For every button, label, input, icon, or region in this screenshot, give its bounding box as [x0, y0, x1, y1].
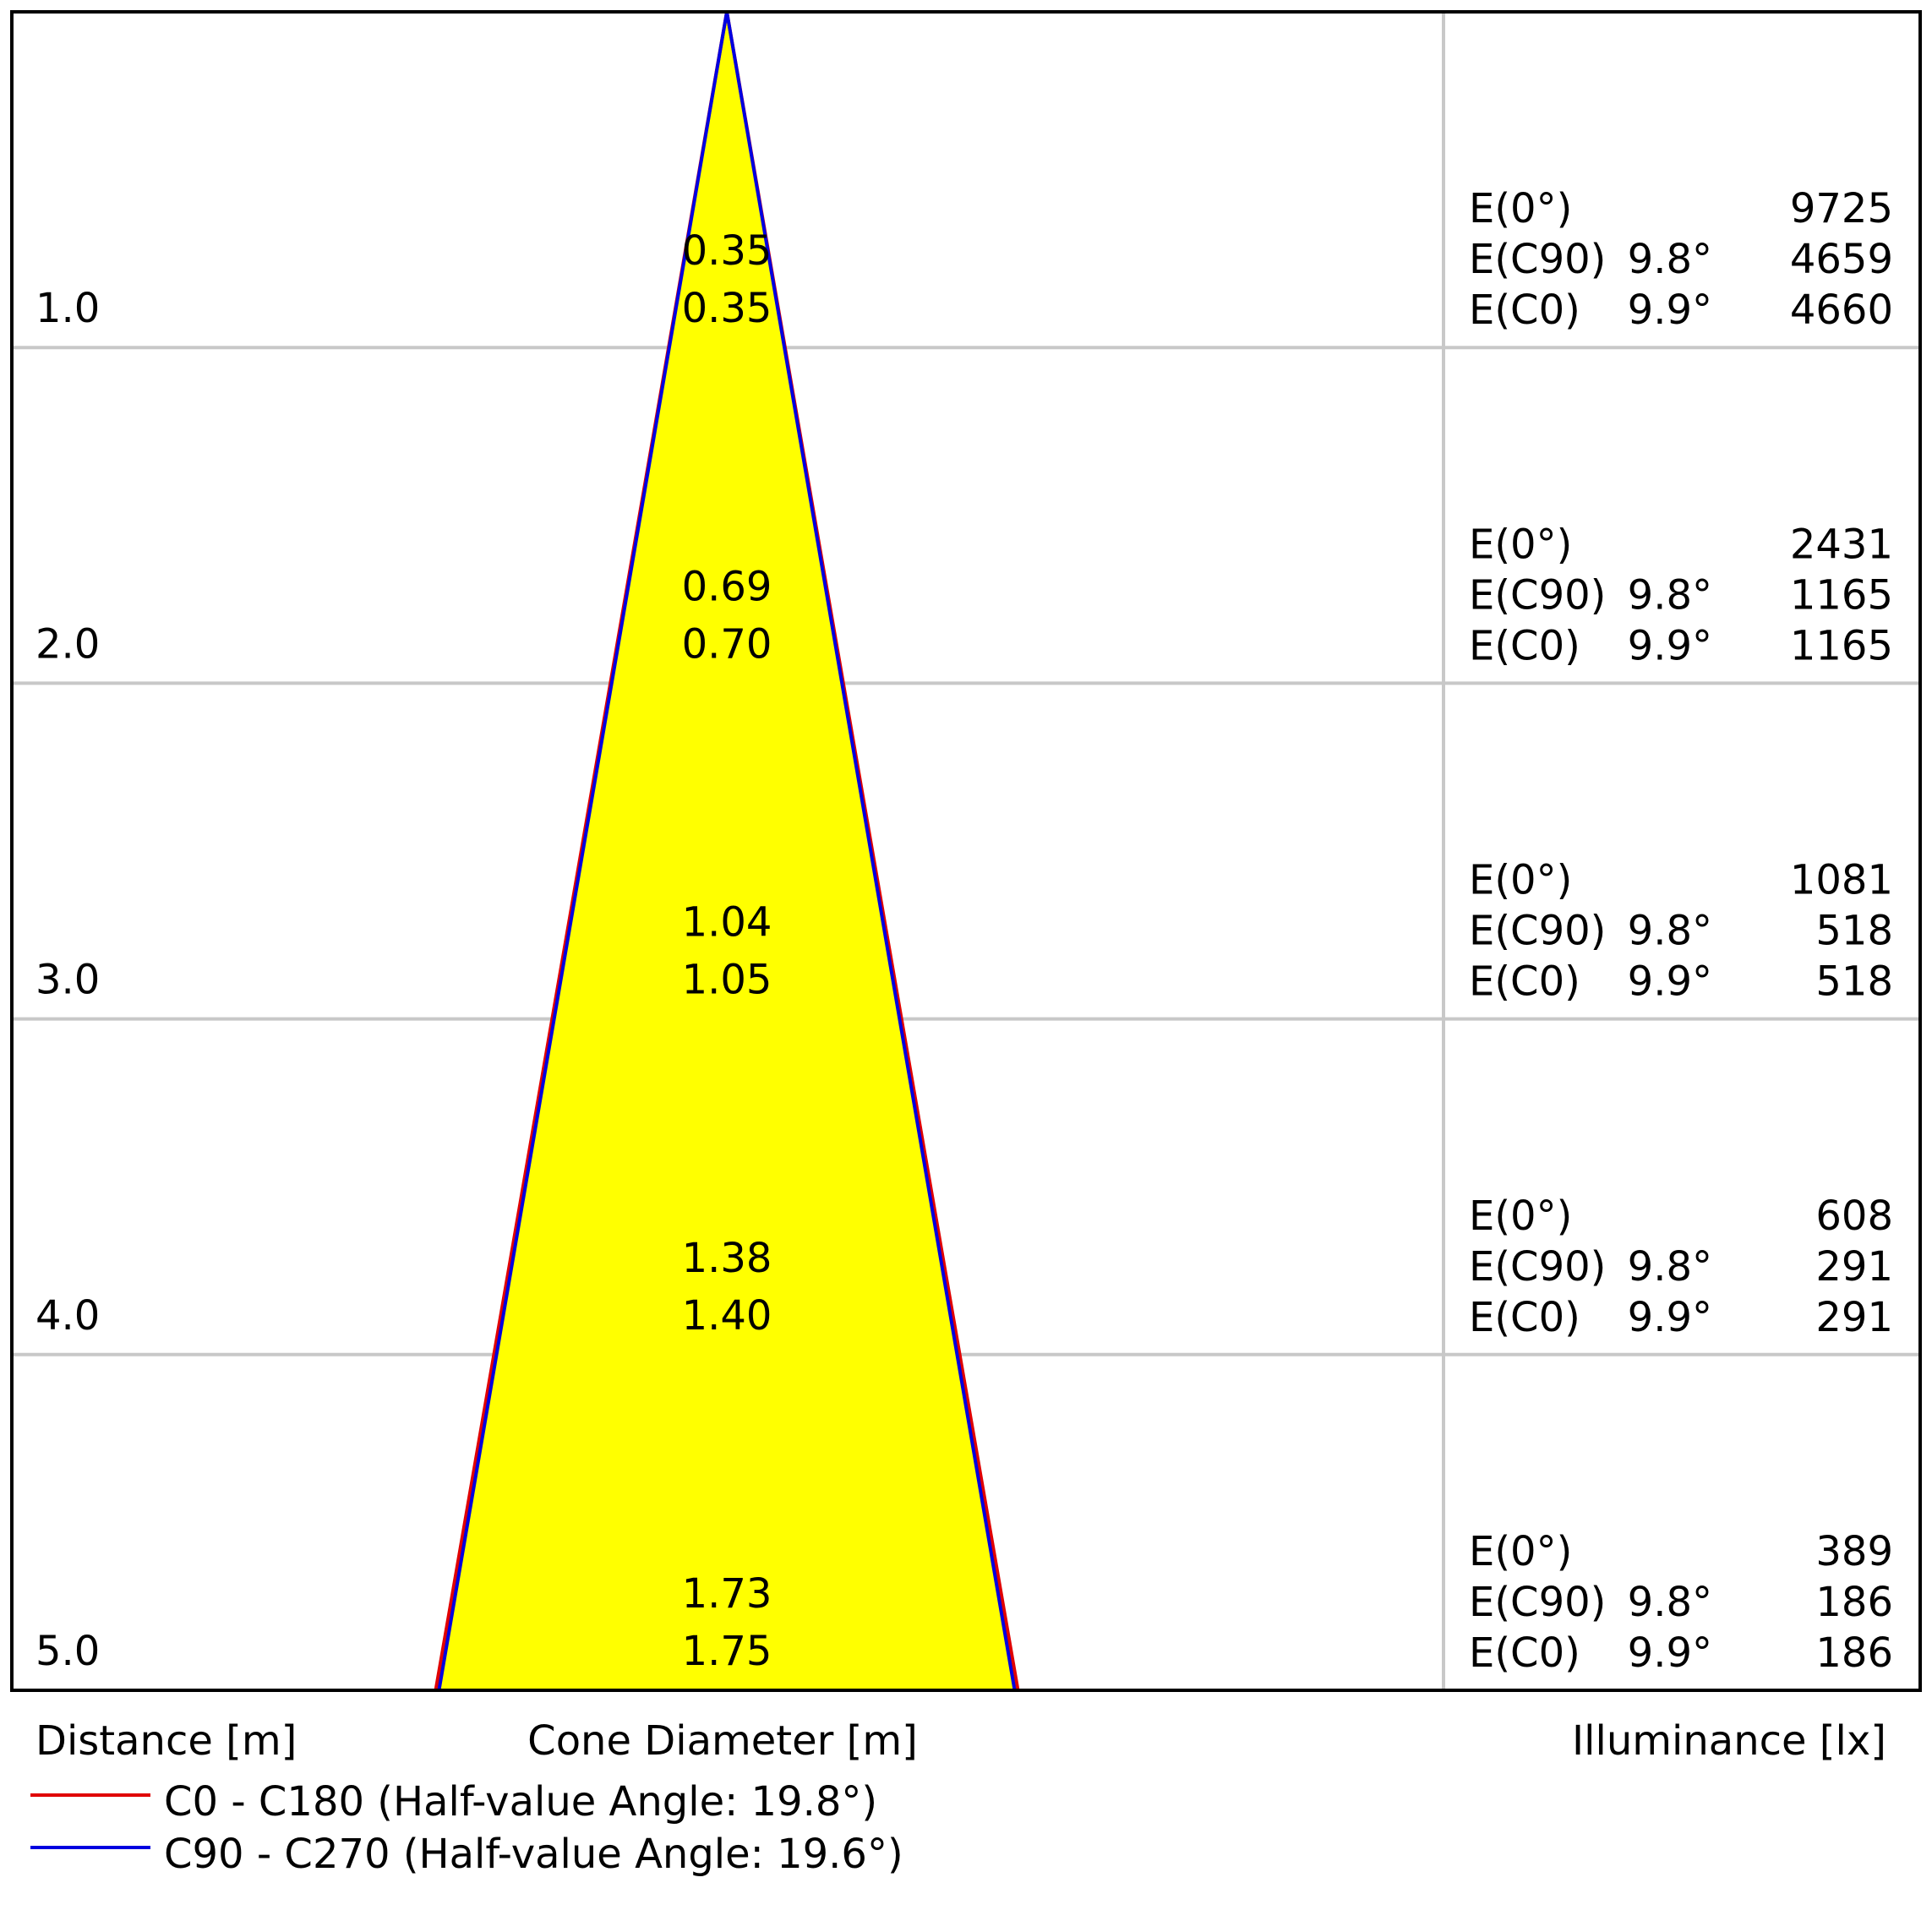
illuminance-ec90-angle: 9.8° — [1628, 236, 1712, 283]
illuminance-e0-value: 1081 — [1790, 857, 1893, 904]
chart-frame — [10, 10, 1922, 1692]
illuminance-ec90-label: E(C90) — [1469, 1243, 1606, 1291]
illuminance-ec90-label: E(C90) — [1469, 236, 1606, 283]
cone-fill — [435, 12, 1018, 1690]
illuminance-ec90-angle: 9.8° — [1628, 1243, 1712, 1291]
illuminance-ec0-angle: 9.9° — [1628, 1294, 1712, 1341]
cone-diameter-c90-label: 1.04 — [682, 899, 772, 947]
illuminance-ec0-value: 518 — [1815, 958, 1893, 1006]
illuminance-axis-label: Illuminance [lx] — [1572, 1717, 1886, 1765]
illuminance-ec90-label: E(C90) — [1469, 908, 1606, 955]
illuminance-e0-label: E(0°) — [1469, 857, 1572, 904]
illuminance-ec90-label: E(C90) — [1469, 571, 1606, 619]
grid — [12, 12, 1920, 1690]
legend-label-c0-c180: C0 - C180 (Half-value Angle: 19.8°) — [164, 1778, 877, 1826]
cone-diameter-c0-label: 1.40 — [682, 1292, 772, 1340]
illuminance-ec0-label: E(C0) — [1469, 958, 1580, 1006]
legend-label-c90-c270: C90 - C270 (Half-value Angle: 19.6°) — [164, 1831, 903, 1878]
illuminance-ec0-angle: 9.9° — [1628, 958, 1712, 1006]
distance-tick-label: 4.0 — [35, 1292, 100, 1340]
illuminance-ec0-label: E(C0) — [1469, 1629, 1580, 1677]
cone-diameter-c90-label: 0.69 — [682, 563, 772, 610]
distance-tick-label: 2.0 — [35, 620, 100, 668]
distance-tick-label: 3.0 — [35, 957, 100, 1004]
illuminance-e0-value: 608 — [1815, 1192, 1893, 1240]
illuminance-ec90-angle: 9.8° — [1628, 908, 1712, 955]
distance-tick-label: 5.0 — [35, 1628, 100, 1675]
illuminance-e0-value: 389 — [1815, 1528, 1893, 1575]
cone-edge-right-1 — [725, 11, 1017, 1691]
cone-diameter-c0-label: 1.75 — [682, 1628, 772, 1675]
illuminance-ec90-value: 186 — [1815, 1579, 1893, 1626]
illuminance-ec90-value: 1165 — [1790, 571, 1893, 619]
illuminance-ec0-value: 186 — [1815, 1629, 1893, 1677]
illuminance-ec90-value: 4659 — [1790, 236, 1893, 283]
illuminance-ec90-angle: 9.8° — [1628, 571, 1712, 619]
illuminance-ec0-value: 4660 — [1790, 287, 1893, 334]
illuminance-ec0-angle: 9.9° — [1628, 622, 1712, 669]
cone-outlines — [434, 11, 1020, 1691]
illuminance-e0-value: 2431 — [1790, 521, 1893, 568]
cone-diameter-c0-label: 0.70 — [682, 620, 772, 668]
illuminance-ec0-angle: 9.9° — [1628, 1629, 1712, 1677]
row-labels: 1.0 0.35 0.35 E(0°) 9725 E(C90) 9.8° 4659 E(C0) 9… — [35, 185, 1893, 1677]
illuminance-e0-label: E(0°) — [1469, 185, 1572, 232]
illuminance-ec90-value: 291 — [1815, 1243, 1893, 1291]
distance-tick-label: 1.0 — [35, 285, 100, 332]
illuminance-ec0-label: E(C0) — [1469, 622, 1580, 669]
illuminance-ec0-label: E(C0) — [1469, 1294, 1580, 1341]
illuminance-e0-label: E(0°) — [1469, 521, 1572, 568]
cone-diameter-c0-label: 1.05 — [682, 957, 772, 1004]
cone-diameter-c90-label: 0.35 — [682, 227, 772, 275]
illuminance-ec0-value: 291 — [1815, 1294, 1893, 1341]
cone-diameter-c90-label: 1.73 — [682, 1570, 772, 1618]
illuminance-ec90-label: E(C90) — [1469, 1579, 1606, 1626]
illuminance-ec0-value: 1165 — [1790, 622, 1893, 669]
illuminance-e0-label: E(0°) — [1469, 1192, 1572, 1240]
cone-edge-left-1 — [437, 11, 729, 1691]
illuminance-e0-value: 9725 — [1790, 185, 1893, 232]
distance-axis-label: Distance [m] — [35, 1717, 297, 1765]
cone-diameter-c0-label: 0.35 — [682, 285, 772, 332]
illuminance-ec90-value: 518 — [1815, 908, 1893, 955]
cone-diameter-c90-label: 1.38 — [682, 1235, 772, 1282]
illuminance-ec0-label: E(C0) — [1469, 287, 1580, 334]
cone-diameter-axis-label: Cone Diameter [m] — [527, 1717, 918, 1765]
illuminance-ec90-angle: 9.8° — [1628, 1579, 1712, 1626]
illuminance-ec0-angle: 9.9° — [1628, 287, 1712, 334]
illuminance-e0-label: E(0°) — [1469, 1528, 1572, 1575]
